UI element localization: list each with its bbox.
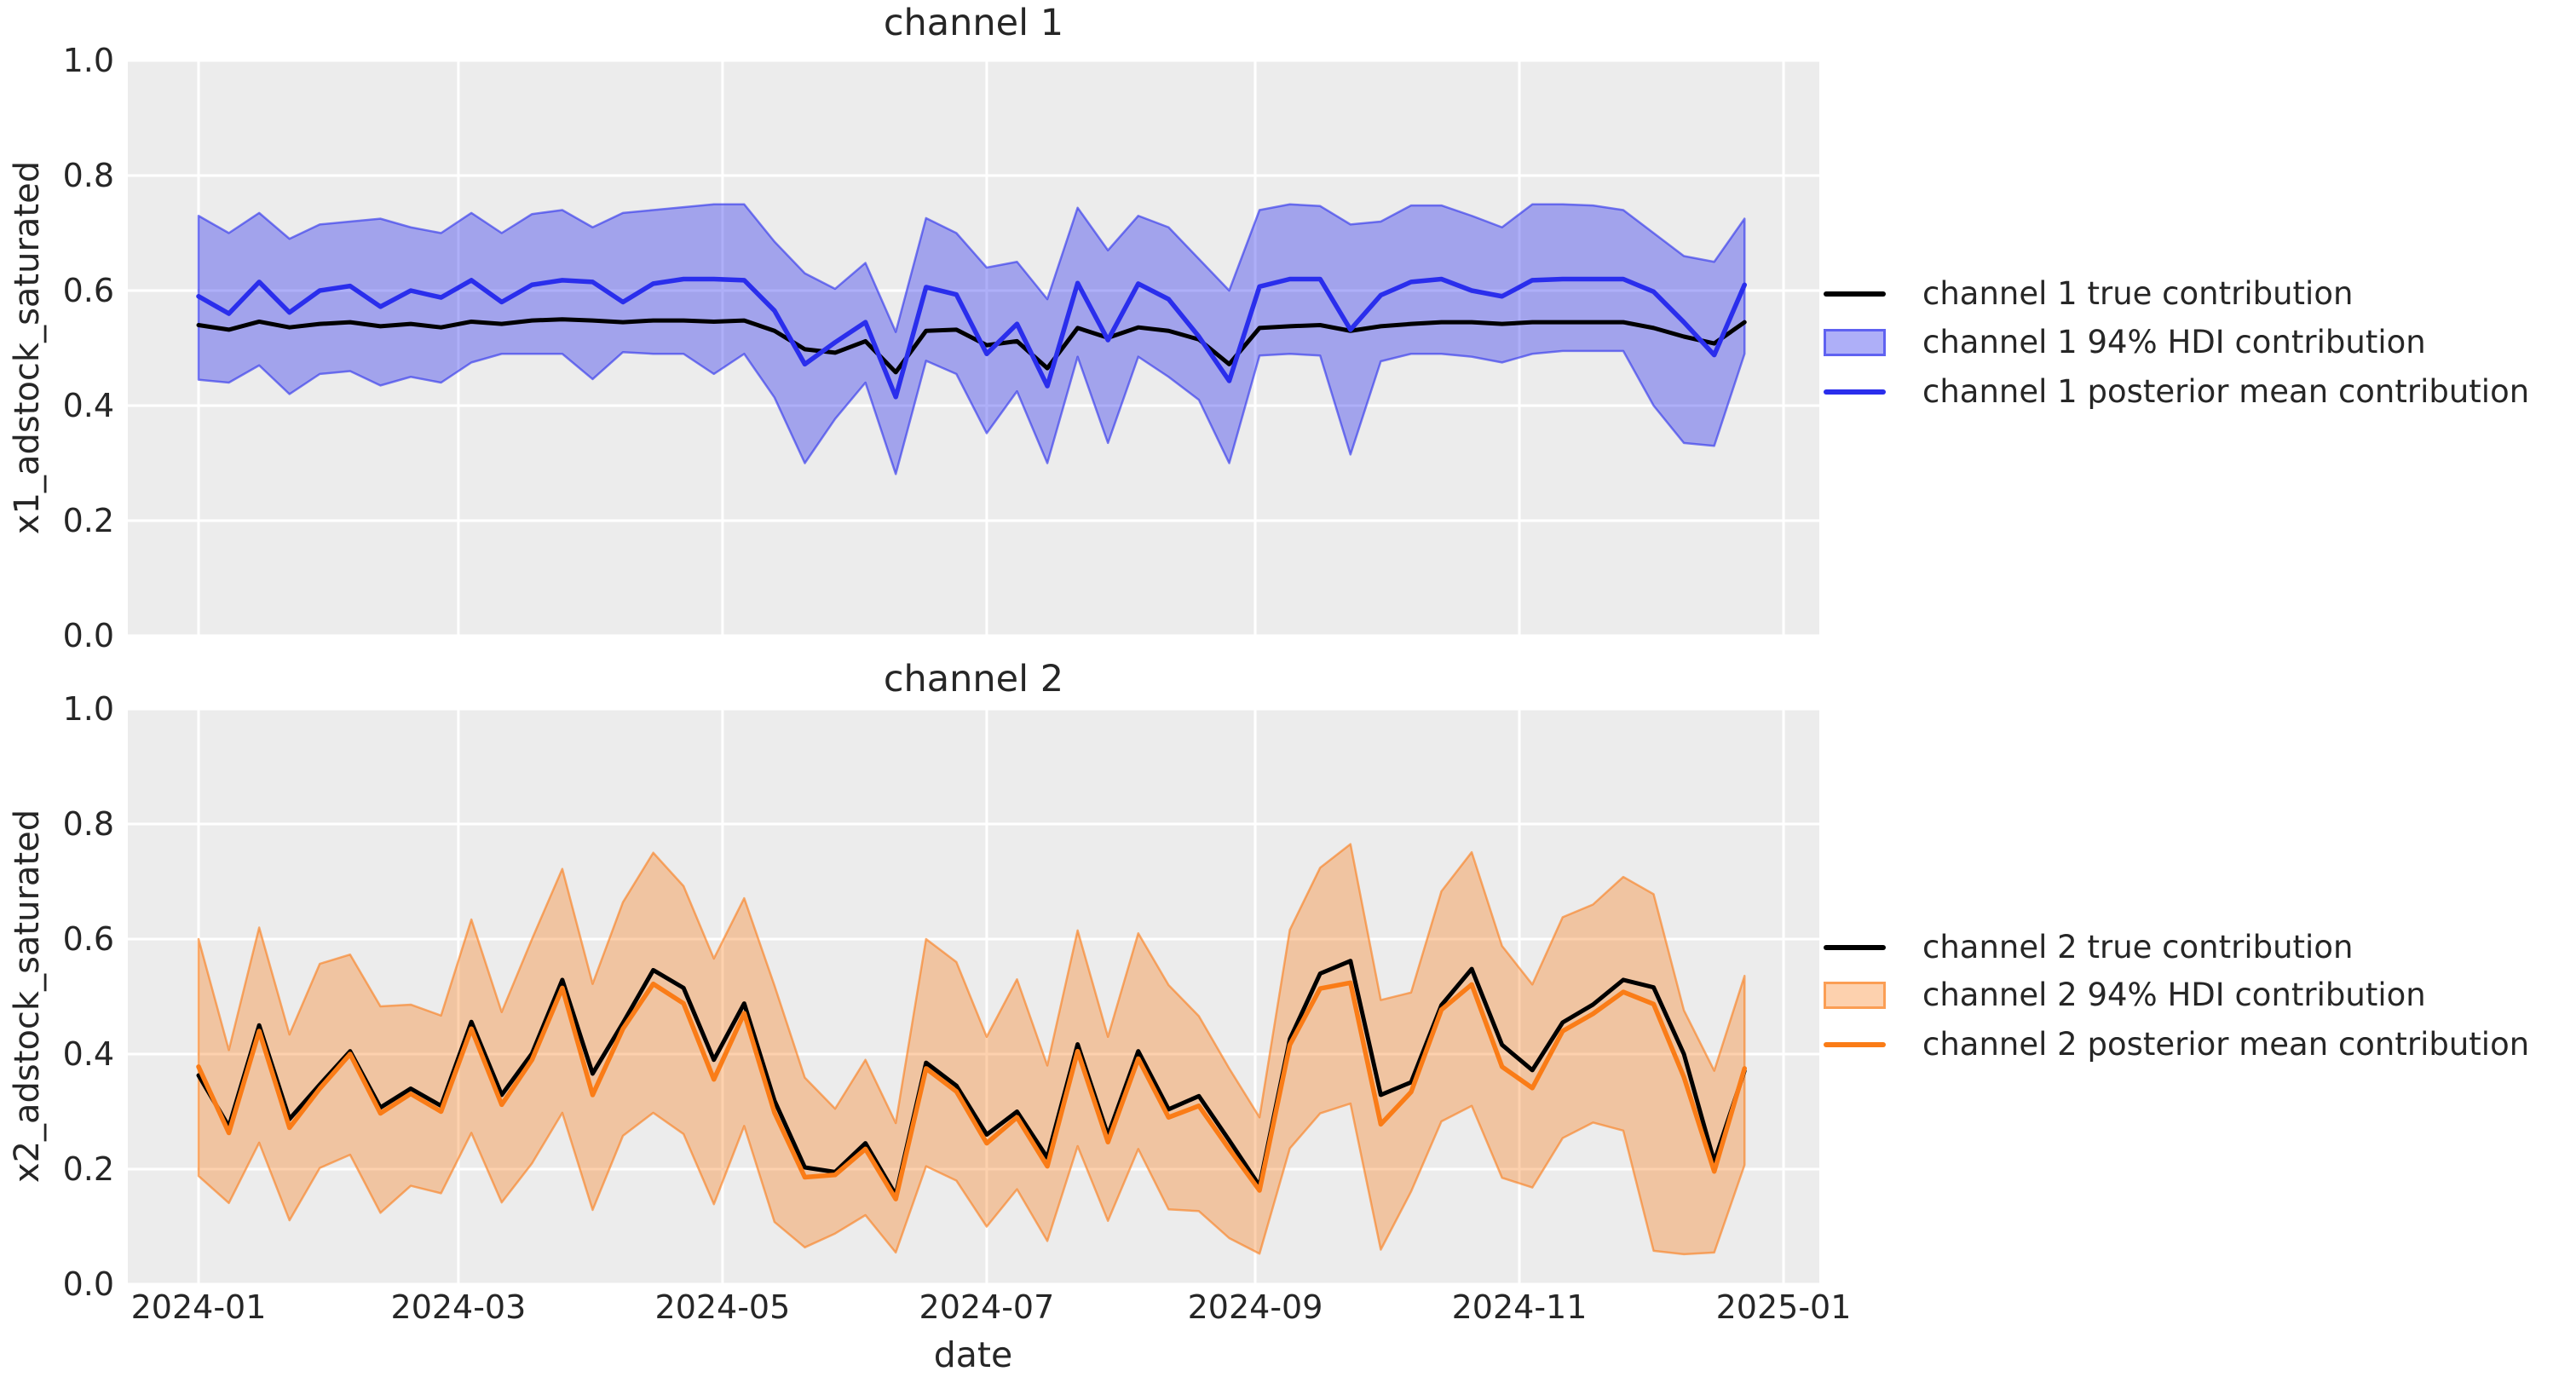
- y-tick-label: 1.0: [62, 42, 114, 79]
- y-tick-label: 0.8: [62, 805, 114, 843]
- channel-2-hdi-patch-swatch-icon: [1824, 982, 1886, 1009]
- plot-area-channel-2: [128, 709, 1819, 1284]
- chart-title-channel-1: channel 1: [883, 2, 1064, 44]
- x-tick-label: 2024-05: [654, 1288, 791, 1326]
- x-tick-label: 2024-09: [1187, 1288, 1323, 1326]
- legend-label: channel 2 true contribution: [1922, 929, 2354, 965]
- x-tick-label: 2025-01: [1715, 1288, 1852, 1326]
- y-tick-label: 0.6: [62, 272, 114, 309]
- y-tick-label: 0.2: [62, 1150, 114, 1188]
- y-tick-label: 0.2: [62, 502, 114, 539]
- legend-label: channel 1 true contribution: [1922, 275, 2354, 312]
- channel-1-hdi-patch-swatch-icon: [1824, 329, 1886, 356]
- y-axis-label-channel-1: x1_adstock_saturated: [8, 160, 47, 535]
- x-axis-label: date: [933, 1334, 1013, 1375]
- legend-label: channel 1 posterior mean contribution: [1922, 373, 2530, 410]
- channel-1-true-line-swatch-icon: [1824, 291, 1886, 297]
- plot-area-channel-1: [128, 61, 1819, 636]
- y-axis-label-channel-2: x2_adstock_saturated: [8, 809, 47, 1184]
- legend-label: channel 2 94% HDI contribution: [1922, 977, 2426, 1013]
- chart-title-channel-2: channel 2: [883, 658, 1064, 700]
- y-tick-label: 0.4: [62, 1035, 114, 1073]
- y-tick-label: 0.8: [62, 157, 114, 194]
- x-tick-label: 2024-01: [130, 1288, 267, 1326]
- legend-label: channel 1 94% HDI contribution: [1922, 324, 2426, 360]
- channel-2-plot-svg: [128, 709, 1819, 1284]
- channel-2-true-line-swatch-icon: [1824, 945, 1886, 950]
- y-tick-label: 1.0: [62, 690, 114, 728]
- channel-1-posterior-mean-line-swatch-icon: [1824, 389, 1886, 395]
- y-tick-label: 0.0: [62, 1265, 114, 1303]
- legend-label: channel 2 posterior mean contribution: [1922, 1026, 2530, 1063]
- y-tick-label: 0.4: [62, 387, 114, 424]
- y-tick-label: 0.6: [62, 920, 114, 958]
- x-tick-label: 2024-07: [919, 1288, 1055, 1326]
- x-tick-label: 2024-11: [1451, 1288, 1588, 1326]
- channel-2-posterior-mean-line-swatch-icon: [1824, 1042, 1886, 1047]
- y-tick-label: 0.0: [62, 617, 114, 654]
- x-tick-label: 2024-03: [390, 1288, 527, 1326]
- channel-1-plot-svg: [128, 61, 1819, 636]
